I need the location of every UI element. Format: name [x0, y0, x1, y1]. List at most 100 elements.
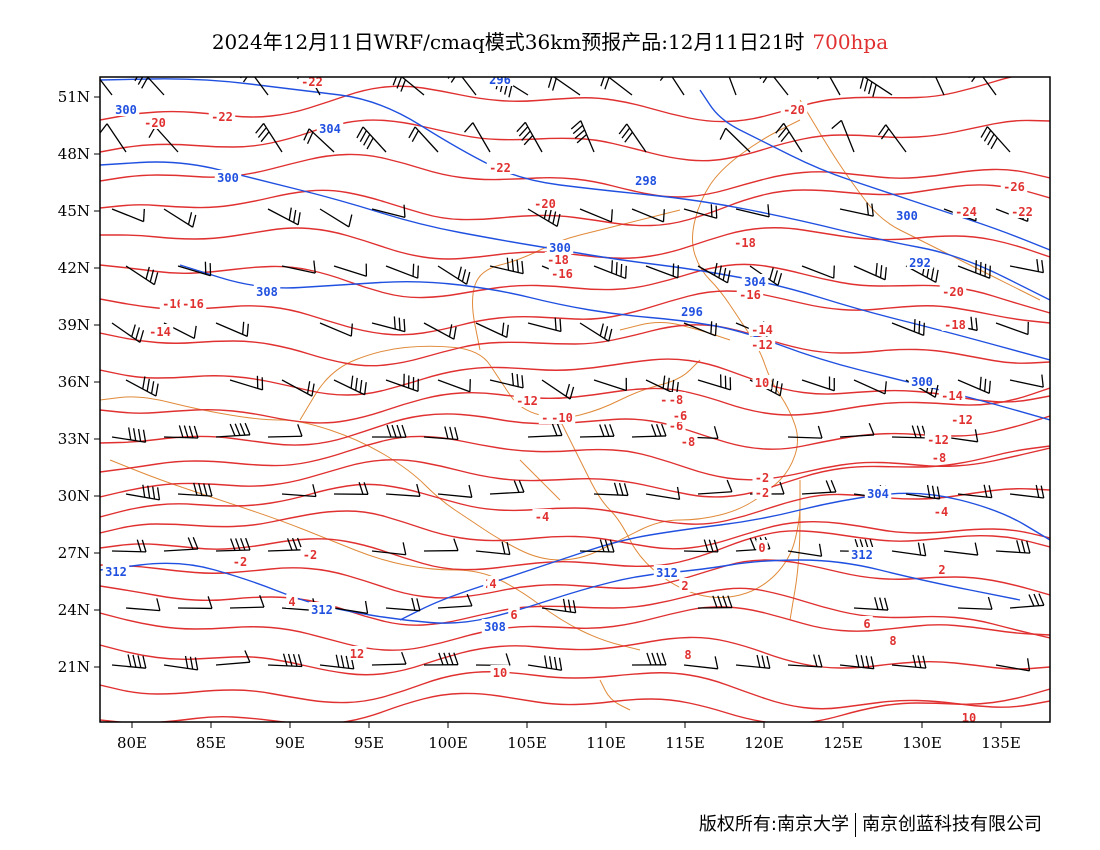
height-contour-label: 292 [909, 256, 931, 270]
wind-barb [255, 123, 283, 153]
lon-tick-label: 100E [428, 734, 468, 752]
wind-barb [423, 652, 459, 666]
wind-barb [215, 422, 251, 438]
wind-barb [125, 376, 159, 397]
wind-barb [579, 424, 615, 438]
plot-frame [99, 76, 1051, 723]
lon-tick-label: 85E [196, 734, 226, 752]
temp-contour-label: -22 [1011, 205, 1033, 219]
wind-barb [980, 126, 1011, 153]
wind-barb [839, 202, 874, 217]
wind-barb [787, 425, 823, 439]
wind-barb [853, 597, 889, 611]
wind-barb [547, 77, 581, 96]
wind-barb [957, 484, 993, 499]
wind-barb [464, 122, 491, 153]
wind-barb [891, 319, 925, 337]
temp-contour-label: -14 [751, 323, 773, 337]
temp-contour-label: -24 [955, 205, 977, 219]
wind-barb [683, 321, 717, 337]
temp-contour-label: -18 [547, 253, 569, 267]
wind-barb [437, 379, 471, 393]
wind-barb [408, 126, 439, 153]
lat-tick-label: 33N [58, 430, 90, 448]
wind-barb [943, 542, 979, 556]
lat-tick-label: 51N [58, 88, 90, 106]
temp-contour-label: -16 [739, 288, 761, 302]
lon-tick-label: 125E [823, 734, 863, 752]
lat-tick-label: 42N [58, 259, 90, 277]
wind-barb [177, 261, 212, 277]
wind-barb [215, 321, 249, 337]
wind-barb [697, 595, 733, 609]
wind-barb [333, 375, 367, 396]
temp-contour-label: -12 [516, 394, 538, 408]
wind-barb [775, 122, 803, 153]
wind-barb [683, 204, 718, 219]
height-contour-label: 300 [115, 103, 137, 117]
wind-barb [1009, 593, 1045, 609]
temp-contour-label: -6 [673, 409, 687, 423]
wind-barb [719, 127, 751, 153]
wind-barb [281, 379, 315, 397]
wind-barb [423, 426, 459, 441]
lon-tick-label: 130E [902, 734, 942, 752]
height-contour-label: 304 [867, 487, 889, 501]
wind-barb [1009, 484, 1045, 499]
height-contour-label: 296 [489, 73, 511, 87]
temp-contour-label: -6 [669, 419, 683, 433]
wind-barb [723, 77, 737, 96]
wind-barb [922, 77, 945, 96]
temp-contour-label: 2 [681, 579, 688, 593]
wind-barb [1009, 259, 1044, 274]
temp-contour-label: -8 [932, 451, 946, 465]
wind-barb [177, 596, 213, 610]
wind-barb [527, 423, 563, 438]
temp-contour-label: -18 [734, 236, 756, 250]
temperature-contours [100, 77, 1050, 722]
wind-barb [645, 375, 679, 396]
temp-contour-label: 10 [962, 711, 976, 725]
temp-contour-label: -2 [755, 486, 769, 500]
wind-barb [111, 539, 147, 553]
temp-contour-label: -4 [934, 505, 948, 519]
wind-barb [111, 654, 147, 669]
height-contour-label: 300 [911, 375, 933, 389]
wind-barb [593, 482, 629, 497]
wind-barb [995, 658, 1031, 672]
temp-contour-label: 12 [350, 647, 364, 661]
height-contour-label: 304 [319, 122, 341, 136]
wind-barb [995, 321, 1029, 336]
temp-contour-label: -12 [751, 338, 773, 352]
wind-barb [1009, 374, 1044, 388]
wind-barb [527, 317, 562, 333]
wind-barb [333, 263, 368, 277]
wind-barb [968, 77, 997, 96]
wind-barb [267, 653, 303, 668]
wind-barb [134, 77, 165, 96]
wind-barb [475, 653, 511, 667]
lon-tick-label: 120E [744, 734, 784, 752]
temp-contour-label: -14 [149, 325, 171, 339]
wind-barb [371, 542, 407, 556]
height-contour-label: 298 [635, 174, 657, 188]
wind-barb [333, 482, 369, 495]
wind-barb [125, 265, 159, 286]
height-contour-label: 308 [256, 285, 278, 299]
wind-barb [683, 539, 719, 553]
wind-barb [645, 263, 679, 279]
lat-tick-label: 30N [58, 487, 90, 505]
temp-contour-label: 4 [489, 577, 496, 591]
temp-contour-label: 8 [889, 634, 896, 648]
height-contour-label: 312 [851, 548, 873, 562]
wind-barb [371, 204, 406, 218]
lat-tick-label: 36N [58, 373, 90, 391]
temp-contour-label: -20 [144, 116, 166, 130]
lat-tick-label: 39N [58, 316, 90, 334]
wind-barb [148, 126, 179, 153]
wind-barb [527, 655, 563, 671]
wind-barb [735, 654, 771, 669]
wind-barb [891, 542, 927, 557]
wind-barb [853, 379, 887, 395]
wind-barb [697, 262, 731, 284]
